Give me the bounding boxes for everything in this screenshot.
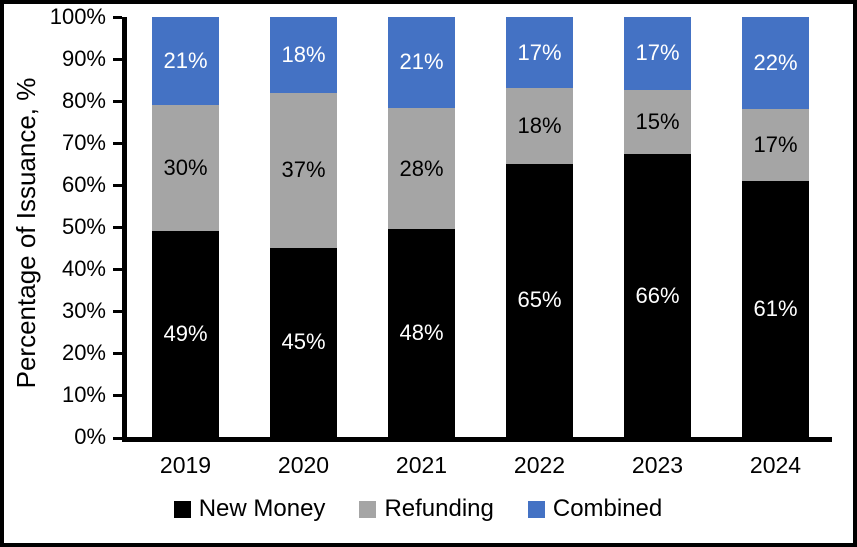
bar-2019: 21% 30% 49% bbox=[152, 17, 219, 437]
bar-2022: 17% 18% 65% bbox=[506, 17, 573, 437]
bar-2021: 21% 28% 48% bbox=[388, 17, 455, 437]
bar-segment-label: 65% bbox=[517, 287, 562, 313]
y-tick-mark bbox=[113, 58, 122, 61]
y-tick-label: 20% bbox=[61, 340, 106, 365]
y-tick-mark bbox=[113, 184, 122, 187]
y-tick-label: 40% bbox=[61, 256, 106, 281]
y-tick-mark bbox=[113, 100, 122, 103]
x-axis-line bbox=[122, 437, 832, 442]
x-tick-label: 2022 bbox=[513, 452, 566, 478]
bar-segment-combined: 21% bbox=[152, 17, 219, 106]
bar-segment-new-money: 66% bbox=[624, 154, 691, 437]
bar-segment-refunding: 18% bbox=[506, 88, 573, 164]
legend: New Money Refunding Combined bbox=[4, 493, 832, 525]
y-tick-mark bbox=[113, 437, 122, 440]
bar-segment-combined: 17% bbox=[624, 17, 691, 90]
bar-segment-new-money: 61% bbox=[742, 180, 809, 437]
bar-segment-refunding: 30% bbox=[152, 105, 219, 232]
bar-segment-label: 49% bbox=[163, 321, 208, 347]
x-tick-label: 2024 bbox=[749, 452, 802, 478]
bar-segment-refunding: 37% bbox=[270, 92, 337, 248]
bar-segment-label: 17% bbox=[517, 39, 562, 65]
bar-segment-label: 17% bbox=[753, 132, 798, 158]
legend-swatch-combined bbox=[527, 500, 545, 518]
bar-segment-label: 22% bbox=[753, 50, 798, 76]
bar-segment-label: 28% bbox=[399, 155, 444, 181]
y-tick-label: 60% bbox=[61, 172, 106, 197]
bar-segment-combined: 17% bbox=[506, 17, 573, 89]
bar-segment-label: 17% bbox=[635, 40, 680, 66]
bar-segment-combined: 21% bbox=[388, 17, 455, 108]
y-tick-label: 70% bbox=[61, 130, 106, 155]
y-tick-label: 50% bbox=[61, 214, 106, 239]
y-tick-label: 80% bbox=[61, 88, 106, 113]
y-tick-mark bbox=[113, 394, 122, 397]
x-tick-label: 2021 bbox=[395, 452, 448, 478]
bar-segment-new-money: 48% bbox=[388, 229, 455, 437]
y-tick-mark bbox=[113, 16, 122, 19]
y-tick-label: 0% bbox=[74, 424, 106, 449]
bar-segment-refunding: 28% bbox=[388, 107, 455, 230]
y-tick-mark bbox=[113, 352, 122, 355]
bar-segment-label: 15% bbox=[635, 108, 680, 134]
bar-2023: 17% 15% 66% bbox=[624, 17, 691, 437]
bar-segment-label: 21% bbox=[399, 49, 444, 75]
bar-segment-label: 61% bbox=[753, 295, 798, 321]
bar-segment-label: 66% bbox=[635, 282, 680, 308]
bar-2020: 18% 37% 45% bbox=[270, 17, 337, 437]
bar-segment-new-money: 45% bbox=[270, 247, 337, 437]
bar-segment-label: 37% bbox=[281, 157, 326, 183]
legend-item-new-money: New Money bbox=[173, 495, 326, 523]
bar-segment-label: 48% bbox=[399, 320, 444, 346]
bar-segment-combined: 18% bbox=[270, 17, 337, 93]
bar-2024: 22% 17% 61% bbox=[742, 17, 809, 437]
bar-segment-label: 18% bbox=[517, 113, 562, 139]
y-axis-line bbox=[122, 17, 127, 442]
bar-segment-new-money: 65% bbox=[506, 163, 573, 437]
x-tick-label: 2020 bbox=[277, 452, 330, 478]
y-tick-label: 10% bbox=[61, 382, 106, 407]
legend-label: Combined bbox=[552, 495, 663, 522]
legend-item-combined: Combined bbox=[527, 495, 663, 523]
legend-label: New Money bbox=[198, 495, 326, 522]
legend-swatch-refunding bbox=[359, 500, 377, 518]
y-tick-mark bbox=[113, 310, 122, 313]
legend-item-refunding: Refunding bbox=[359, 495, 494, 523]
bar-segment-new-money: 49% bbox=[152, 231, 219, 437]
bar-segment-label: 30% bbox=[163, 155, 208, 181]
y-tick-mark bbox=[113, 226, 122, 229]
y-tick-label: 100% bbox=[49, 4, 106, 29]
x-tick-label: 2023 bbox=[631, 452, 684, 478]
bar-segment-label: 45% bbox=[281, 329, 326, 355]
legend-swatch-new-money bbox=[173, 500, 191, 518]
bar-segment-combined: 22% bbox=[742, 17, 809, 110]
bar-segment-refunding: 17% bbox=[742, 109, 809, 181]
bar-segment-label: 18% bbox=[281, 41, 326, 67]
x-tick-label: 2019 bbox=[159, 452, 212, 478]
y-tick-label: 30% bbox=[61, 298, 106, 323]
bar-segment-refunding: 15% bbox=[624, 89, 691, 155]
y-tick-mark bbox=[113, 268, 122, 271]
y-tick-label: 90% bbox=[61, 46, 106, 71]
bar-segment-label: 21% bbox=[163, 48, 208, 74]
y-tick-mark bbox=[113, 142, 122, 145]
legend-label: Refunding bbox=[384, 495, 494, 522]
